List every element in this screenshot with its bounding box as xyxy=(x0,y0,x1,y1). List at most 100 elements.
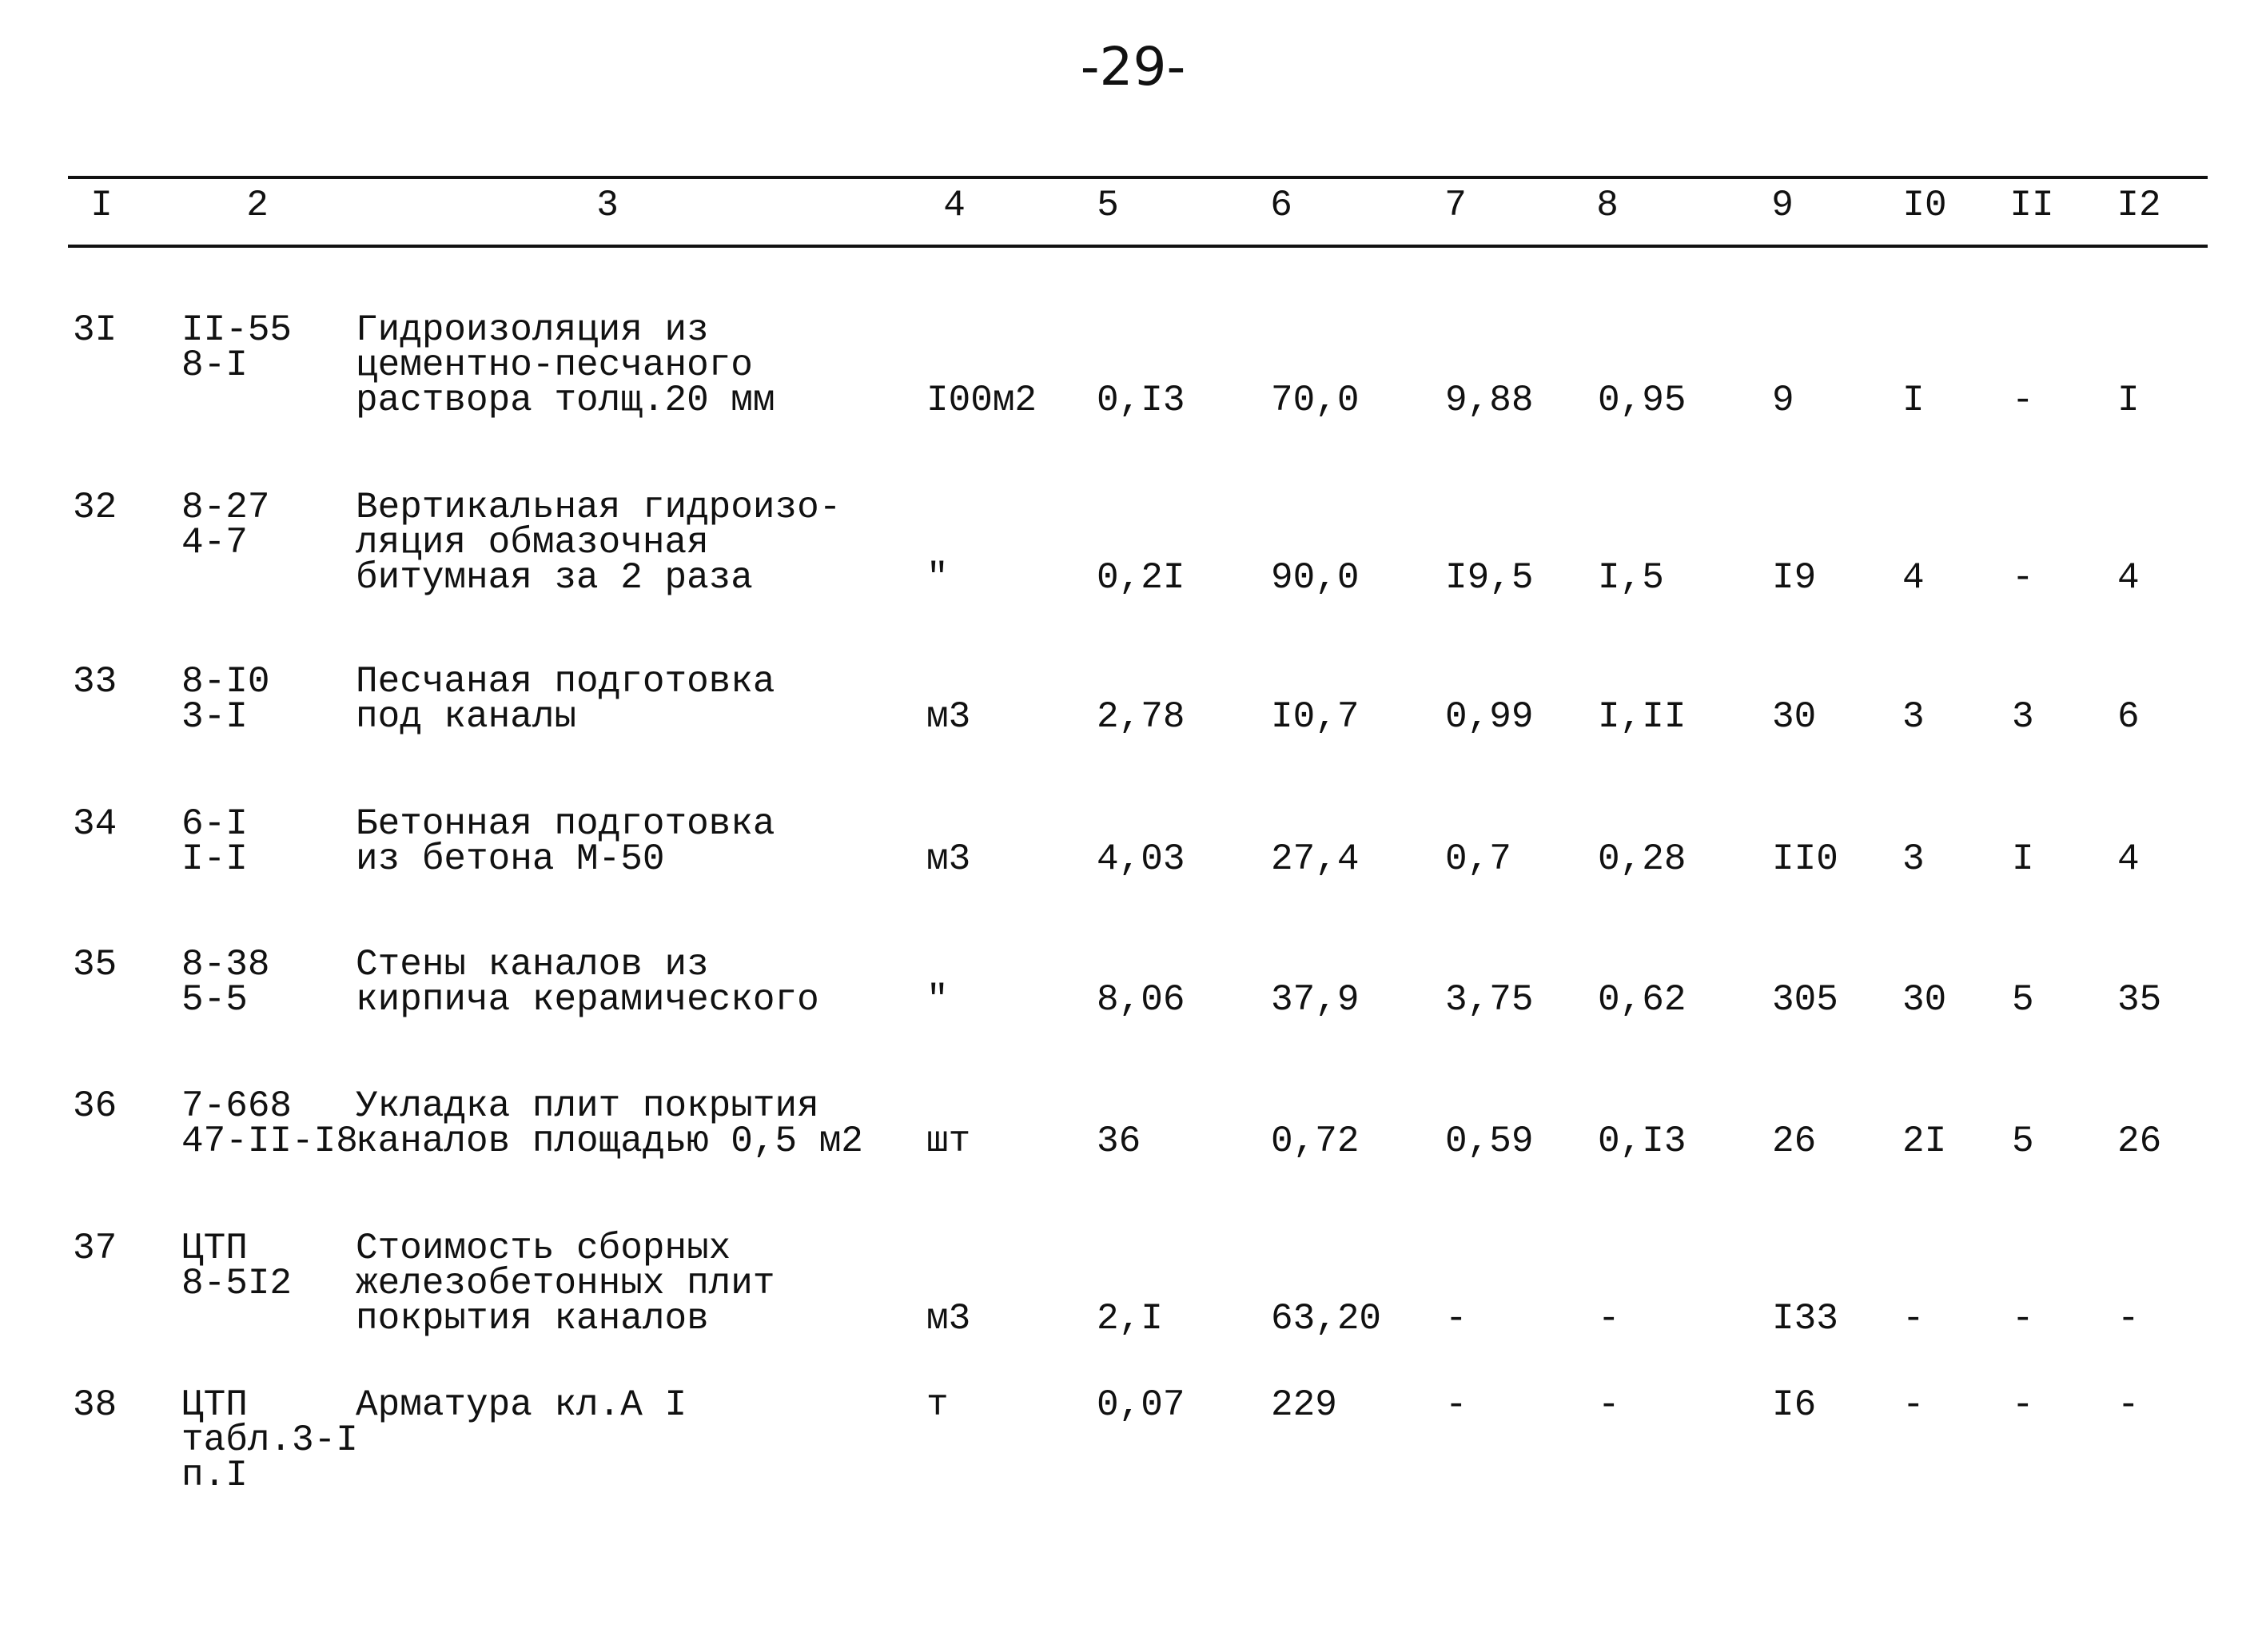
header-cell: I0 xyxy=(1902,185,1947,226)
description-line: Вертикальная гидроизо- xyxy=(356,487,842,528)
cell-value: - xyxy=(2012,1384,2034,1426)
description-line: каналов площадью 0,5 м2 xyxy=(356,1121,863,1162)
description-line: под каналы xyxy=(356,696,577,738)
cell-value: 90,0 xyxy=(1271,557,1360,599)
header-rule xyxy=(68,176,2208,179)
description-line: железобетонных плит xyxy=(356,1263,775,1304)
cell-value: I33 xyxy=(1772,1298,1838,1340)
row-number: 35 xyxy=(73,944,117,985)
cell-value: I,II xyxy=(1598,696,1687,738)
cell-value: шт xyxy=(926,1121,971,1162)
cell-value: 2,I xyxy=(1097,1298,1163,1340)
header-cell: I2 xyxy=(2117,185,2161,226)
cell-value: I xyxy=(2117,380,2140,421)
cell-value: 4 xyxy=(2117,838,2140,880)
cell-value: 4 xyxy=(2117,557,2140,599)
cell-value: I0,7 xyxy=(1271,696,1360,738)
description-line: из бетона М-50 xyxy=(356,838,665,880)
cell-value: 6 xyxy=(2117,696,2140,738)
cell-value: 27,4 xyxy=(1271,838,1360,880)
cell-value: 26 xyxy=(1772,1121,1817,1162)
description-line: кирпича керамического xyxy=(356,979,819,1021)
cell-value: - xyxy=(2012,1298,2034,1340)
description-line: цементно-песчаного xyxy=(356,344,753,386)
cell-value: 0,72 xyxy=(1271,1121,1360,1162)
description-line: покрытия каналов xyxy=(356,1298,709,1340)
cell-value: 0,95 xyxy=(1598,380,1687,421)
code-line: 8-5I2 xyxy=(181,1263,293,1304)
description-line: Укладка плит покрытия xyxy=(356,1085,819,1127)
row-number: 38 xyxy=(73,1384,117,1426)
row-number: 32 xyxy=(73,487,117,528)
cell-value: 70,0 xyxy=(1271,380,1360,421)
cell-value: м3 xyxy=(926,838,971,880)
code-line: 8-27 xyxy=(181,487,270,528)
header-cell: 8 xyxy=(1596,185,1619,226)
cell-value: - xyxy=(2012,557,2034,599)
cell-value: м3 xyxy=(926,1298,971,1340)
code-line: ЦТП xyxy=(181,1228,248,1269)
cell-value: 26 xyxy=(2117,1121,2162,1162)
cell-value: 0,2I xyxy=(1097,557,1185,599)
header-cell: II xyxy=(2009,185,2054,226)
cell-value: 0,I3 xyxy=(1097,380,1185,421)
cell-value: " xyxy=(926,557,949,599)
cell-value: 3,75 xyxy=(1445,979,1534,1021)
cell-value: 9 xyxy=(1772,380,1794,421)
cell-value: 0,I3 xyxy=(1598,1121,1687,1162)
cell-value: I xyxy=(1902,380,1925,421)
cell-value: I xyxy=(2012,838,2034,880)
row-number: 33 xyxy=(73,661,117,703)
cell-value: 4,03 xyxy=(1097,838,1185,880)
code-line: табл.3-I xyxy=(181,1419,358,1461)
description-line: битумная за 2 раза xyxy=(356,557,753,599)
cell-value: - xyxy=(2117,1298,2140,1340)
cell-value: 3 xyxy=(1902,838,1925,880)
cell-value: 30 xyxy=(1772,696,1817,738)
cell-value: 305 xyxy=(1772,979,1838,1021)
row-number: 34 xyxy=(73,803,117,845)
cell-value: I9 xyxy=(1772,557,1817,599)
cell-value: 0,28 xyxy=(1598,838,1687,880)
cell-value: I6 xyxy=(1772,1384,1817,1426)
header-rule xyxy=(68,245,2208,248)
cell-value: 0,62 xyxy=(1598,979,1687,1021)
cell-value: - xyxy=(1445,1384,1468,1426)
cell-value: 3 xyxy=(1902,696,1925,738)
cell-value: " xyxy=(926,979,949,1021)
code-line: 7-668 xyxy=(181,1085,293,1127)
header-cell: 5 xyxy=(1097,185,1119,226)
description-line: раствора толщ.20 мм xyxy=(356,380,775,421)
header-cell: I xyxy=(90,185,113,226)
code-line: II-55 xyxy=(181,309,293,351)
cell-value: 36 xyxy=(1097,1121,1141,1162)
code-line: 8-38 xyxy=(181,944,270,985)
cell-value: I9,5 xyxy=(1445,557,1534,599)
description-line: Бетонная подготовка xyxy=(356,803,775,845)
cell-value: 2I xyxy=(1902,1121,1947,1162)
code-line: 4-7 xyxy=(181,522,248,563)
cell-value: 35 xyxy=(2117,979,2162,1021)
code-line: п.I xyxy=(181,1455,248,1496)
code-line: I-I xyxy=(181,838,248,880)
header-cell: 9 xyxy=(1771,185,1794,226)
cell-value: 5 xyxy=(2012,979,2034,1021)
description-line: Стены каналов из xyxy=(356,944,709,985)
description-line: Гидроизоляция из xyxy=(356,309,709,351)
cell-value: 0,99 xyxy=(1445,696,1534,738)
cell-value: 0,07 xyxy=(1097,1384,1185,1426)
cell-value: - xyxy=(1598,1298,1620,1340)
cell-value: 9,88 xyxy=(1445,380,1534,421)
header-cell: 4 xyxy=(943,185,966,226)
header-cell: 6 xyxy=(1270,185,1292,226)
cell-value: - xyxy=(2012,380,2034,421)
cell-value: м3 xyxy=(926,696,971,738)
code-line: 5-5 xyxy=(181,979,248,1021)
cell-value: - xyxy=(2117,1384,2140,1426)
row-number: 3I xyxy=(73,309,117,351)
cell-value: 30 xyxy=(1902,979,1947,1021)
header-cell: 3 xyxy=(596,185,619,226)
cell-value: 229 xyxy=(1271,1384,1337,1426)
description-line: Стоимость сборных xyxy=(356,1228,731,1269)
